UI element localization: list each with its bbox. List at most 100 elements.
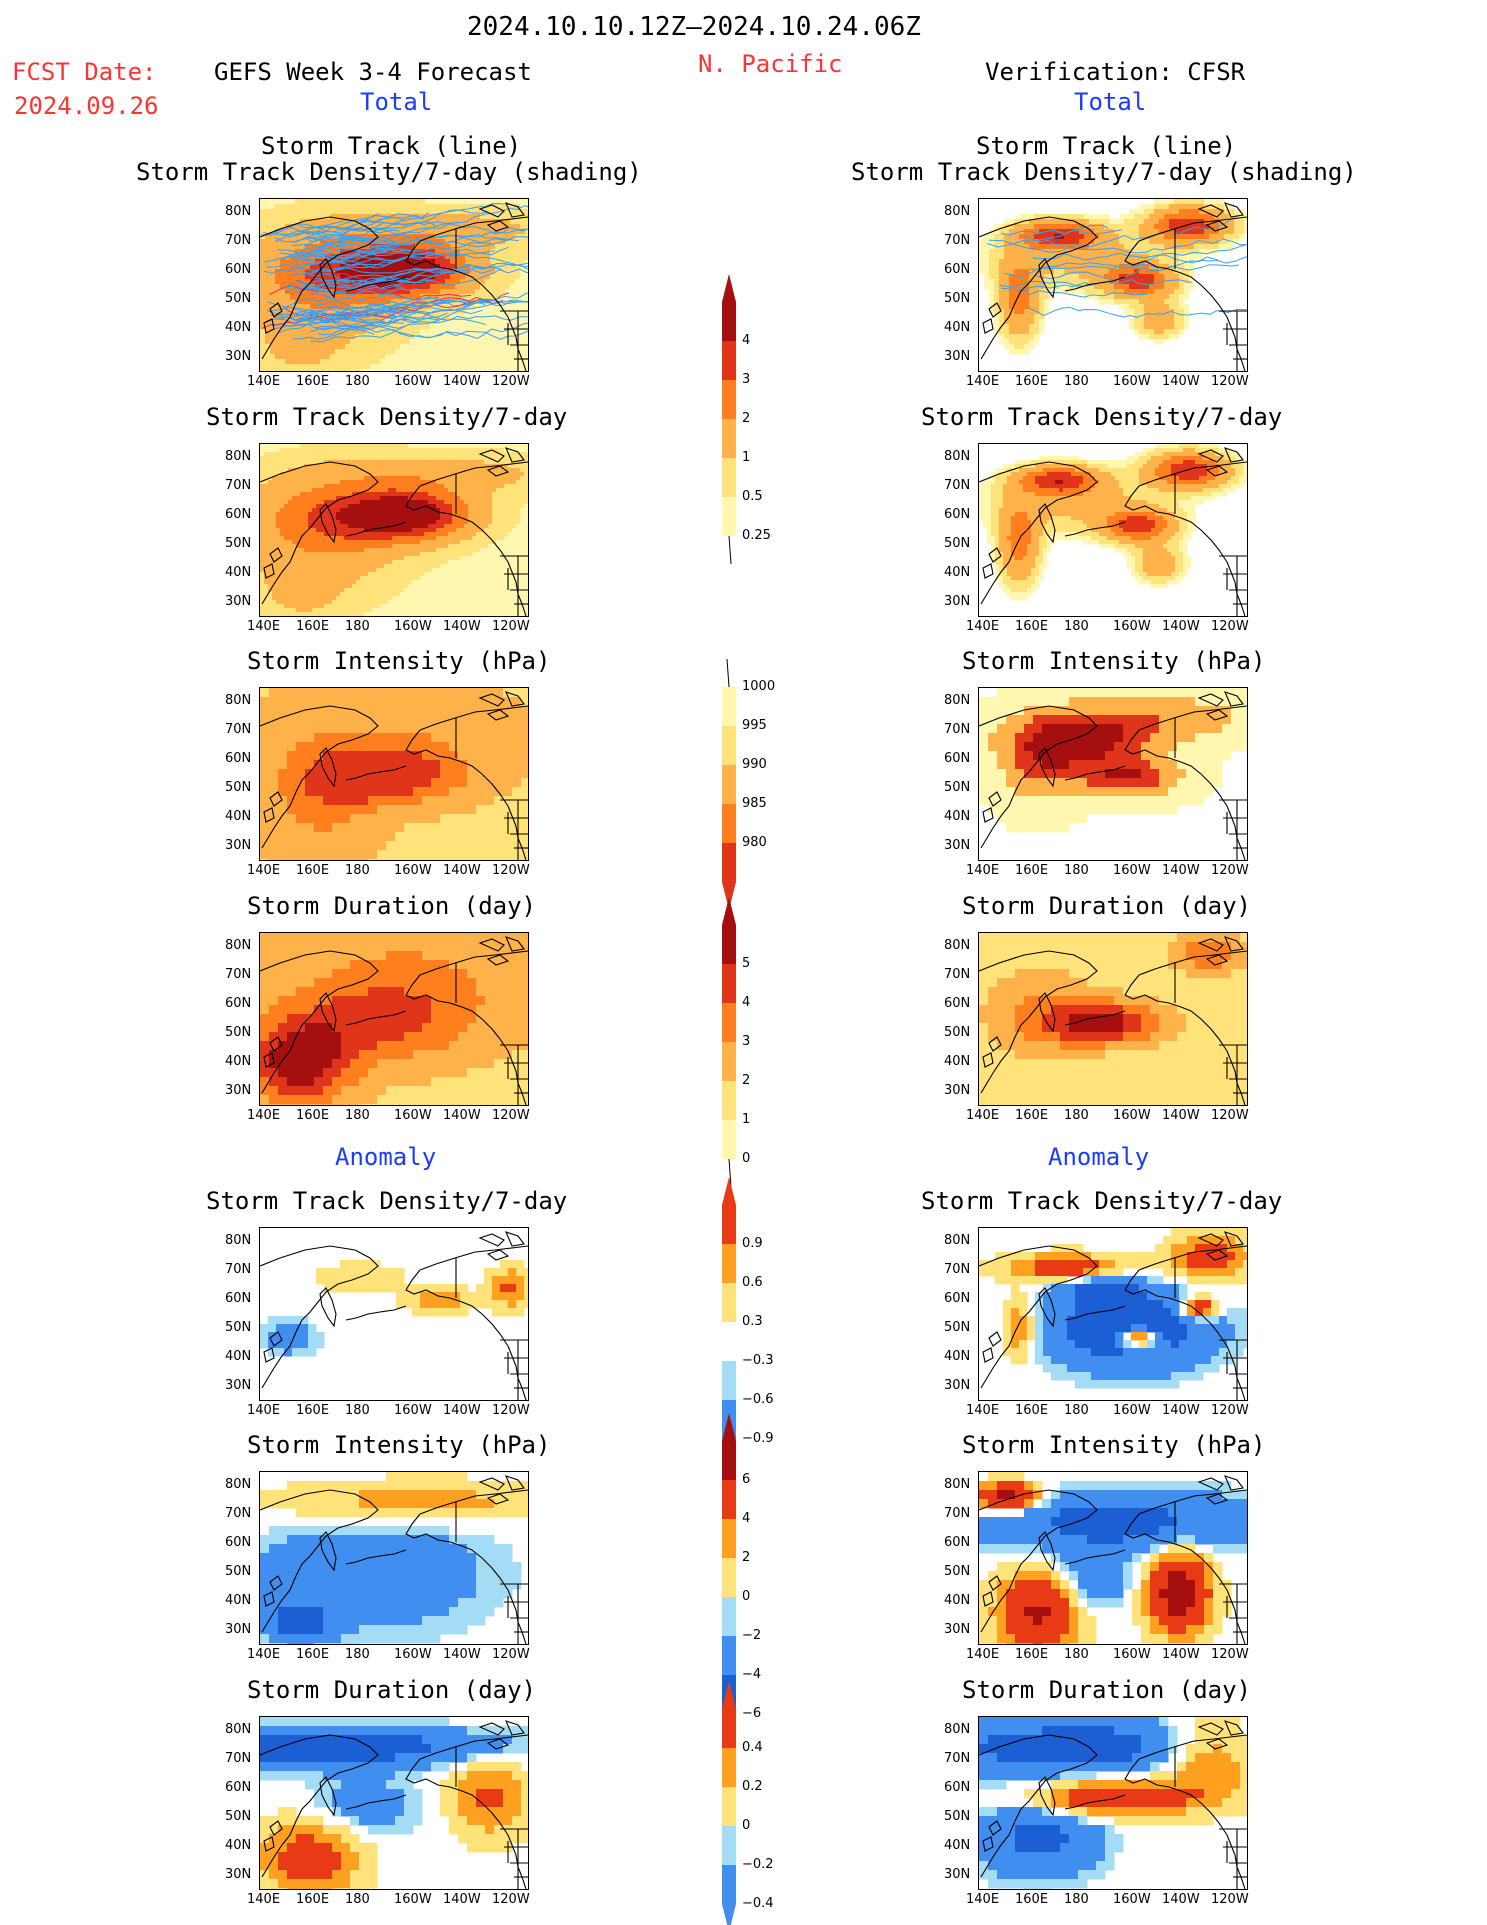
colorbar-label: 4	[742, 995, 751, 1010]
y-tick-label: 50N	[944, 1320, 971, 1335]
x-tick-label: 140W	[1162, 374, 1200, 389]
region-title: N. Pacific	[698, 50, 843, 78]
y-tick-label: 30N	[944, 594, 971, 609]
x-tick-label: 180	[1064, 1403, 1089, 1418]
x-tick-label: 140W	[1162, 863, 1200, 878]
title-intensity-anom-right: Storm Intensity (hPa)	[962, 1431, 1266, 1459]
x-tick-label: 140E	[966, 1403, 1000, 1418]
title-duration-anom-left: Storm Duration (day)	[247, 1676, 536, 1704]
date-range-title: 2024.10.10.12Z–2024.10.24.06Z	[467, 12, 921, 42]
map-track-line-verif	[978, 198, 1248, 372]
total-label-left: Total	[360, 88, 433, 116]
y-tick-label: 80N	[944, 1233, 971, 1248]
map-intensity-anom-fcst	[259, 1471, 529, 1645]
y-tick-label: 70N	[944, 1262, 971, 1277]
y-tick-label: 50N	[225, 1809, 252, 1824]
x-tick-label: 180	[1064, 1892, 1089, 1907]
y-tick-label: 80N	[944, 449, 971, 464]
x-tick-label: 120W	[492, 863, 530, 878]
y-tick-label: 40N	[944, 809, 971, 824]
colorbar-label: 0	[742, 1151, 751, 1166]
title-duration-anom-right: Storm Duration (day)	[962, 1676, 1251, 1704]
y-tick-label: 60N	[944, 996, 971, 1011]
x-tick-label: 120W	[1211, 374, 1249, 389]
x-tick-label: 120W	[492, 1892, 530, 1907]
y-tick-label: 30N	[225, 1083, 252, 1098]
x-tick-label: 140W	[443, 863, 481, 878]
colorbar-label: 5	[742, 956, 751, 971]
y-tick-label: 50N	[944, 780, 971, 795]
x-tick-label: 160E	[296, 1892, 330, 1907]
y-tick-label: 30N	[944, 349, 971, 364]
x-tick-label: 140E	[247, 1108, 281, 1123]
colorbar-label: 2	[742, 1073, 751, 1088]
y-tick-label: 70N	[944, 967, 971, 982]
x-tick-label: 140E	[247, 619, 281, 634]
map-density-verif	[978, 443, 1248, 617]
y-tick-label: 30N	[225, 838, 252, 853]
x-tick-label: 160E	[1015, 1892, 1049, 1907]
colorbar-label: 0.9	[742, 1236, 763, 1251]
x-tick-label: 140W	[443, 1403, 481, 1418]
x-tick-label: 140E	[966, 619, 1000, 634]
y-tick-label: 80N	[944, 1722, 971, 1737]
colorbar-label: 995	[742, 718, 767, 733]
colorbar-label: 0.25	[742, 528, 771, 543]
x-tick-label: 120W	[1211, 1108, 1249, 1123]
y-tick-label: 40N	[225, 1349, 252, 1364]
y-tick-label: 80N	[944, 204, 971, 219]
colorbar-label: 0	[742, 1589, 751, 1604]
x-tick-label: 140E	[247, 863, 281, 878]
y-tick-label: 50N	[944, 291, 971, 306]
x-tick-label: 160E	[296, 1403, 330, 1418]
colorbar-label: −6	[742, 1706, 762, 1721]
x-tick-label: 120W	[492, 1108, 530, 1123]
title-intensity-right: Storm Intensity (hPa)	[962, 647, 1266, 675]
colorbar-label: 0.6	[742, 1275, 763, 1290]
x-tick-label: 180	[345, 374, 370, 389]
colorbar-label: −0.3	[742, 1353, 774, 1368]
x-tick-label: 140W	[443, 1108, 481, 1123]
x-tick-label: 180	[1064, 374, 1089, 389]
y-tick-label: 60N	[944, 1535, 971, 1550]
x-tick-label: 140E	[247, 1892, 281, 1907]
title-track-line-right: Storm Track (line)	[976, 132, 1237, 160]
forecast-title: GEFS Week 3-4 Forecast	[214, 58, 532, 86]
y-tick-label: 60N	[944, 1780, 971, 1795]
colorbar-duration-anom	[722, 1681, 736, 1925]
y-tick-label: 30N	[225, 594, 252, 609]
colorbar-label: 4	[742, 333, 751, 348]
y-tick-label: 80N	[225, 1722, 252, 1737]
y-tick-label: 60N	[225, 751, 252, 766]
colorbar-label: 980	[742, 835, 767, 850]
y-tick-label: 30N	[944, 1867, 971, 1882]
title-track-shading-left: Storm Track Density/7-day (shading)	[136, 158, 642, 186]
x-tick-label: 140W	[1162, 1892, 1200, 1907]
x-tick-label: 140W	[1162, 1647, 1200, 1662]
y-tick-label: 70N	[225, 1506, 252, 1521]
title-track-shading-right: Storm Track Density/7-day (shading)	[851, 158, 1357, 186]
colorbar-label: 2	[742, 1550, 751, 1565]
y-tick-label: 50N	[944, 1564, 971, 1579]
x-tick-label: 140E	[247, 1403, 281, 1418]
x-tick-label: 160E	[1015, 374, 1049, 389]
x-tick-label: 140W	[1162, 619, 1200, 634]
y-tick-label: 80N	[225, 449, 252, 464]
x-tick-label: 160W	[394, 1892, 432, 1907]
y-tick-label: 50N	[944, 536, 971, 551]
y-tick-label: 50N	[225, 291, 252, 306]
x-tick-label: 160E	[296, 1647, 330, 1662]
y-tick-label: 30N	[944, 838, 971, 853]
map-intensity-fcst	[259, 687, 529, 861]
y-tick-label: 40N	[225, 1838, 252, 1853]
map-density-anom-verif	[978, 1227, 1248, 1401]
x-tick-label: 160E	[1015, 1108, 1049, 1123]
x-tick-label: 160E	[1015, 863, 1049, 878]
title-intensity-anom-left: Storm Intensity (hPa)	[247, 1431, 551, 1459]
colorbar-label: 3	[742, 372, 751, 387]
title-track-line-left: Storm Track (line)	[261, 132, 522, 160]
x-tick-label: 140W	[443, 374, 481, 389]
y-tick-label: 30N	[944, 1083, 971, 1098]
y-tick-label: 40N	[225, 320, 252, 335]
